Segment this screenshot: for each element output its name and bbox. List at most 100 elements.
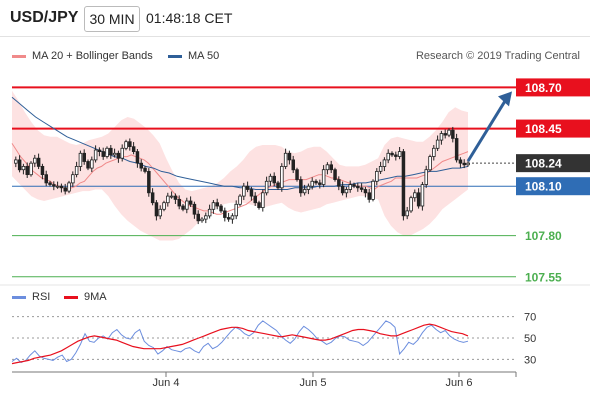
candle xyxy=(378,165,383,172)
candle xyxy=(325,164,330,171)
candle xyxy=(150,192,155,204)
candle xyxy=(348,184,352,190)
candle xyxy=(48,182,52,185)
candle xyxy=(192,203,197,215)
candle xyxy=(131,146,136,152)
legend-ma50-label: MA 50 xyxy=(188,50,220,62)
candle xyxy=(401,151,406,217)
candle xyxy=(291,159,295,171)
candle xyxy=(257,202,261,208)
candle xyxy=(71,174,75,184)
candle xyxy=(67,182,71,192)
copyright-text: Research © 2019 Trading Central xyxy=(415,50,580,62)
legend-bollinger: MA 20 + Bollinger Bands xyxy=(12,50,153,62)
header-divider xyxy=(0,36,590,37)
candle xyxy=(173,195,178,200)
candle xyxy=(359,187,364,190)
candle xyxy=(162,202,166,210)
candle xyxy=(86,161,90,169)
legend-rsi-label: RSI xyxy=(32,291,51,303)
candle xyxy=(264,180,269,194)
candle xyxy=(371,180,375,200)
projection-arrow-shaft xyxy=(466,98,508,162)
legend-ma9-label: 9MA xyxy=(84,291,107,303)
candle xyxy=(432,147,436,157)
candle xyxy=(215,202,219,207)
candle xyxy=(74,165,79,175)
candle xyxy=(207,208,212,217)
current-time: 01:48:18 CET xyxy=(146,10,233,26)
candle xyxy=(226,217,231,220)
level-label-108-70: 108.70 xyxy=(525,81,562,95)
legend-swatch-ma50 xyxy=(168,54,182,58)
candle xyxy=(196,213,200,222)
legend-rsi: RSI xyxy=(12,291,50,303)
candle xyxy=(143,167,147,172)
candle xyxy=(242,185,246,197)
candle xyxy=(112,152,117,156)
candle xyxy=(344,189,349,194)
candle xyxy=(253,195,257,204)
candle xyxy=(329,164,333,171)
level-label-108-45: 108.45 xyxy=(525,122,562,136)
candle xyxy=(302,189,307,194)
ma20-line xyxy=(11,143,469,215)
candle xyxy=(428,156,432,171)
candle xyxy=(93,149,98,161)
candle xyxy=(397,151,402,157)
candle xyxy=(33,157,37,164)
candle xyxy=(63,187,68,192)
rsi-ma-line xyxy=(11,323,469,365)
candle xyxy=(120,147,125,159)
candle xyxy=(268,175,273,182)
candle xyxy=(188,200,193,205)
legend-ma50: MA 50 xyxy=(168,50,219,62)
legend-swatch-rsi xyxy=(12,295,26,299)
level-label-107-80: 107.80 xyxy=(525,229,562,243)
candle xyxy=(147,170,151,194)
candle xyxy=(367,192,371,200)
current-price-tag xyxy=(516,154,590,173)
candle xyxy=(36,157,41,167)
timeframe-selector[interactable]: 30 MIN xyxy=(84,6,140,32)
candle xyxy=(310,180,314,187)
candle xyxy=(230,215,235,220)
candle xyxy=(394,154,398,157)
level-tag-108-70 xyxy=(516,78,590,97)
candle xyxy=(409,197,413,212)
candle xyxy=(21,165,26,171)
candle xyxy=(219,205,223,212)
candle xyxy=(340,185,345,194)
candle xyxy=(321,169,326,185)
level-label-108-24: 108.24 xyxy=(525,157,562,171)
currency-pair-title: USD/JPY xyxy=(10,9,79,26)
candle xyxy=(139,162,143,169)
legend-swatch-ma9 xyxy=(64,295,78,299)
candle xyxy=(223,210,227,218)
candle xyxy=(314,180,318,184)
rsi-tick-50: 50 xyxy=(524,333,536,345)
projection-arrow-head xyxy=(498,91,512,107)
candle xyxy=(295,169,299,180)
candle xyxy=(109,147,113,156)
candle xyxy=(249,189,254,197)
candle xyxy=(44,174,49,184)
candle xyxy=(78,152,83,167)
candle xyxy=(466,162,470,166)
candle xyxy=(420,184,425,207)
candle xyxy=(306,185,311,190)
candle xyxy=(363,189,368,194)
x-tick-label: Jun 5 xyxy=(300,377,327,389)
candle xyxy=(238,195,242,205)
candle xyxy=(352,184,356,187)
candle xyxy=(211,202,216,210)
x-tick-label: Jun 6 xyxy=(446,377,473,389)
candle xyxy=(375,170,379,182)
candle xyxy=(101,151,106,157)
rsi-tick-70: 70 xyxy=(524,312,536,324)
candle xyxy=(287,152,292,161)
candle xyxy=(413,192,417,199)
candle xyxy=(261,192,265,209)
candle xyxy=(390,152,394,156)
candle xyxy=(90,159,94,169)
